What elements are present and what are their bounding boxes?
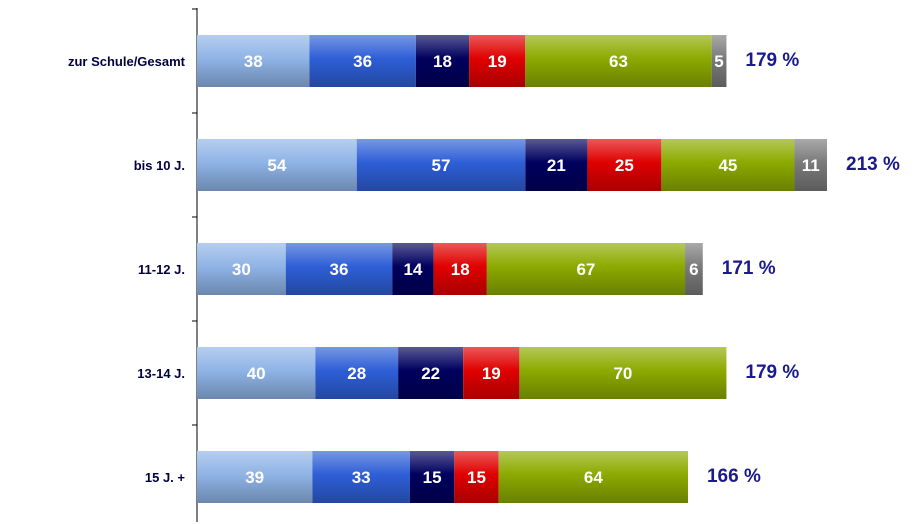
segment-value-label: 28 xyxy=(347,364,366,383)
segment-value-label: 18 xyxy=(451,260,470,279)
total-label: 171 % xyxy=(722,258,776,279)
bar-segment xyxy=(197,139,357,191)
bar-segment xyxy=(197,243,286,295)
segment-value-label: 67 xyxy=(576,260,595,279)
segment-value-label: 38 xyxy=(244,52,263,71)
segment-value-label: 54 xyxy=(267,156,286,175)
segment-value-label: 5 xyxy=(714,52,723,71)
bar-segment xyxy=(486,243,686,295)
segment-value-label: 36 xyxy=(330,260,349,279)
segment-value-label: 57 xyxy=(432,156,451,175)
labels: zur Schule/Gesamt 38 36 18 19 63 5 179 % bis 10 … xyxy=(68,50,900,487)
total-label: 179 % xyxy=(745,362,799,383)
bar-segment xyxy=(392,243,434,295)
bar-segment xyxy=(525,35,712,87)
segment-value-label: 22 xyxy=(421,364,440,383)
segment-value-label: 19 xyxy=(482,364,501,383)
segment-value-label: 25 xyxy=(615,156,634,175)
bar-segment xyxy=(356,139,526,191)
segment-value-label: 6 xyxy=(689,260,698,279)
bar-segment xyxy=(469,35,526,87)
bar-segment xyxy=(315,347,399,399)
category-label: 15 J. + xyxy=(145,470,186,485)
bar-segment xyxy=(587,139,662,191)
total-label: 179 % xyxy=(745,50,799,71)
bar-segment xyxy=(433,243,487,295)
category-label: bis 10 J. xyxy=(134,158,185,173)
bar-segment xyxy=(409,451,455,503)
segment-value-label: 63 xyxy=(609,52,628,71)
segment-value-label: 70 xyxy=(613,364,632,383)
segment-value-label: 39 xyxy=(245,468,264,487)
segment-value-label: 45 xyxy=(718,156,737,175)
bar-segment xyxy=(519,347,727,399)
bar-segment xyxy=(197,35,310,87)
category-label: 13-14 J. xyxy=(137,366,185,381)
bar-segment xyxy=(685,243,703,295)
bar-segment xyxy=(285,243,393,295)
segment-value-label: 15 xyxy=(423,468,442,487)
total-label: 213 % xyxy=(846,154,900,175)
category-label: 11-12 J. xyxy=(138,262,185,277)
segment-value-label: 40 xyxy=(247,364,266,383)
bar-segment xyxy=(312,451,410,503)
segment-value-label: 33 xyxy=(352,468,371,487)
total-label: 166 % xyxy=(707,466,761,487)
bar-segment xyxy=(661,139,795,191)
segment-value-label: 18 xyxy=(433,52,452,71)
bar-segment xyxy=(197,347,316,399)
axis-ticks xyxy=(192,8,197,426)
category-label: zur Schule/Gesamt xyxy=(68,54,186,69)
bar-segment xyxy=(197,451,313,503)
segment-value-label: 19 xyxy=(488,52,507,71)
bar-segment xyxy=(711,35,727,87)
bar-segment xyxy=(498,451,688,503)
bar-segment xyxy=(463,347,520,399)
bar-segment xyxy=(398,347,464,399)
segment-value-label: 36 xyxy=(353,52,372,71)
bar-segment xyxy=(415,35,470,87)
bar-segment xyxy=(454,451,499,503)
segment-value-label: 14 xyxy=(403,260,422,279)
segment-value-label: 64 xyxy=(584,468,603,487)
segment-value-label: 11 xyxy=(802,156,820,175)
segment-value-label: 21 xyxy=(547,156,566,175)
segment-value-label: 30 xyxy=(232,260,251,279)
segment-value-label: 15 xyxy=(467,468,486,487)
bars xyxy=(197,35,827,503)
bar-segment xyxy=(309,35,416,87)
bar-segment xyxy=(525,139,588,191)
bar-segment xyxy=(794,139,827,191)
